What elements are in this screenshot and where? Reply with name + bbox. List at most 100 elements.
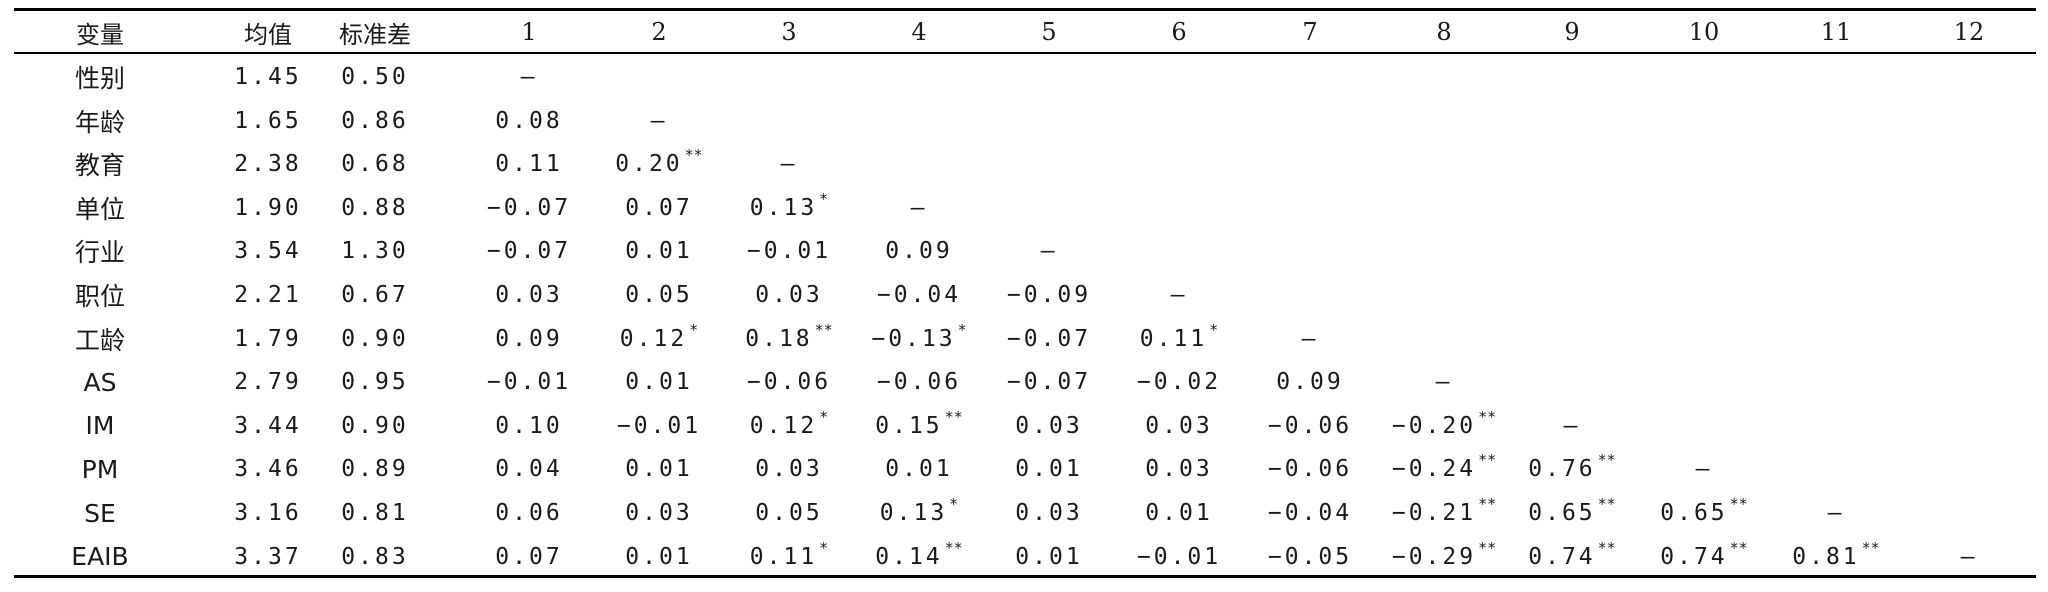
sd-value: 0.50 (341, 64, 409, 90)
correlation-cell: −0.06 (855, 360, 983, 404)
correlation-cell: −0.01 (1115, 535, 1243, 579)
correlation-value: — (1827, 500, 1845, 526)
table-row: 单位 1.90 0.88 −0.07 0.07 0.13 * — (14, 186, 2036, 230)
header-cell: 10 (1688, 18, 1720, 46)
correlation-cell: 0.03 (985, 491, 1113, 535)
correlation-value: 0.01 (625, 456, 693, 483)
correlation-cell: −0.21 ** (1380, 491, 1508, 535)
variable-name: PM (81, 454, 119, 484)
table-row: PM 3.46 0.89 0.04 0.01 0.03 0.01 0.01 0.03 −0.06−… (14, 447, 2036, 491)
correlation-value: −0.05 (1267, 543, 1353, 570)
table-row: AS 2.79 0.95 −0.01 0.01 −0.06 −0.06 −0.07 −0.02 0… (14, 360, 2036, 404)
correlation-value: 0.14 (875, 543, 943, 570)
correlation-cell: — (1640, 447, 1768, 491)
sd-value: 0.89 (341, 456, 409, 483)
mean-value: 2.38 (234, 151, 302, 178)
correlation-cell: — (725, 142, 853, 186)
header-cell: 2 (651, 18, 667, 46)
correlation-value: −0.06 (746, 369, 832, 396)
header-cell: 均值 (244, 20, 292, 49)
correlation-value: 0.03 (1145, 456, 1213, 483)
header-cell: 变量 (76, 20, 124, 49)
correlation-cell: 0.81 ** (1772, 535, 1900, 579)
correlation-value: 0.03 (1015, 500, 1083, 526)
significance-marker: ** (1729, 495, 1748, 513)
correlation-value: 0.74 (1660, 543, 1728, 570)
correlation-value: 0.03 (625, 500, 693, 526)
correlation-value: 0.04 (495, 456, 563, 483)
correlation-cell: 0.13 * (855, 491, 983, 535)
significance-marker: ** (1729, 538, 1748, 557)
correlation-value: 0.05 (755, 500, 823, 526)
correlation-cell: −0.06 (1246, 404, 1374, 448)
correlation-cell: −0.01 (595, 404, 723, 448)
correlation-cell: 0.03 (595, 491, 723, 535)
correlation-value: — (910, 194, 928, 221)
correlation-value: 0.18 (745, 325, 813, 352)
correlation-value: 0.03 (495, 282, 563, 308)
significance-marker: ** (1597, 451, 1616, 470)
mean-value: 3.16 (234, 500, 302, 526)
correlation-value: 0.09 (1276, 369, 1344, 396)
correlation-cell: −0.05 (1246, 535, 1374, 579)
significance-marker: * (689, 320, 699, 339)
correlation-cell: 0.20 ** (595, 142, 723, 186)
variable-name: 年龄 (74, 107, 125, 137)
significance-marker: ** (1478, 538, 1497, 557)
correlation-cell: 0.01 (595, 535, 723, 579)
correlation-value: 0.65 (1528, 500, 1596, 526)
correlation-cell: 0.65 ** (1640, 491, 1768, 535)
correlation-cell: — (985, 229, 1113, 273)
table-row: SE 3.16 0.81 0.06 0.03 0.05 0.13 * 0.03 0.01 −0.04… (14, 491, 2036, 535)
significance-marker: * (949, 495, 959, 513)
correlation-cell: 0.05 (725, 491, 853, 535)
correlation-cell: −0.20 ** (1380, 404, 1508, 448)
sd-value: 1.30 (341, 238, 409, 265)
correlation-value: −0.04 (1267, 500, 1353, 526)
correlation-value: 0.15 (875, 412, 943, 439)
correlation-cell: 0.10 (465, 404, 593, 448)
table-row: 工龄 1.79 0.90 0.09 0.12 * 0.18 ** −0.13 * −0.07 0.11… (14, 317, 2036, 361)
sd-value: 0.95 (341, 369, 409, 396)
header-cell: 3 (781, 18, 797, 46)
correlation-cell: −0.07 (465, 186, 593, 230)
mean-value: 3.37 (234, 543, 302, 570)
significance-marker: * (819, 407, 829, 426)
correlation-value: — (1170, 282, 1188, 308)
correlation-value: 0.03 (755, 282, 823, 308)
significance-marker: ** (1478, 407, 1497, 426)
correlation-cell: 0.03 (725, 447, 853, 491)
correlation-cell: 0.03 (985, 404, 1113, 448)
correlation-value: 0.03 (1015, 412, 1083, 439)
correlation-cell: 0.09 (465, 317, 593, 361)
correlation-value: 0.09 (495, 325, 563, 352)
correlation-value: 0.10 (495, 412, 563, 439)
table-row: IM 3.44 0.90 0.10 −0.01 0.12 * 0.15 ** 0.03 0.03 −0… (14, 404, 2036, 448)
correlation-value: — (1695, 456, 1713, 483)
correlation-value: 0.01 (625, 369, 693, 396)
correlation-cell: 0.01 (1115, 491, 1243, 535)
correlation-value: 0.11 (1139, 325, 1208, 352)
correlation-cell: −0.04 (855, 273, 983, 317)
significance-marker: ** (814, 320, 833, 339)
correlation-value: 0.01 (885, 456, 953, 483)
correlation-cell: −0.29 ** (1380, 535, 1508, 579)
correlation-value: 0.11 (749, 543, 818, 570)
correlation-cell: 0.01 (855, 447, 983, 491)
variable-name: 教育 (74, 151, 125, 181)
correlation-cell: 0.03 (725, 273, 853, 317)
correlation-value: −0.06 (876, 369, 962, 396)
correlation-cell: −0.07 (465, 229, 593, 273)
correlation-value: 0.13 (749, 194, 818, 221)
correlation-value: −0.06 (1267, 412, 1353, 439)
variable-name: EAIB (71, 542, 129, 572)
correlation-value: 0.01 (625, 238, 693, 265)
correlation-cell: −0.07 (985, 317, 1113, 361)
correlation-value: −0.21 (1391, 500, 1477, 526)
correlation-cell: — (595, 99, 723, 143)
significance-marker: ** (944, 407, 963, 426)
significance-marker: ** (1861, 538, 1880, 557)
correlation-value: −0.07 (486, 194, 572, 221)
correlation-value: 0.12 (749, 412, 818, 439)
mean-value: 1.79 (234, 325, 302, 352)
